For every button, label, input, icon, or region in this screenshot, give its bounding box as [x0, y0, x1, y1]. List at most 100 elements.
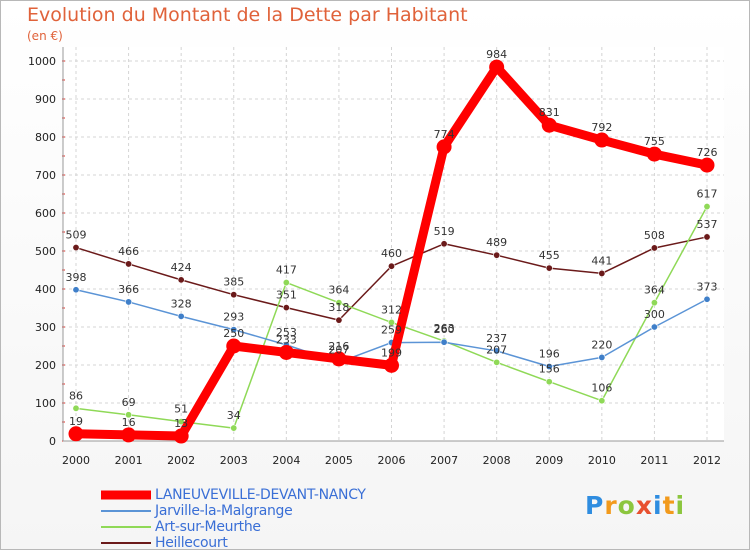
logo-letter: t — [662, 491, 676, 520]
x-tick-label: 2011 — [640, 454, 668, 467]
data-label: 51 — [174, 403, 188, 416]
legend-label: Art-sur-Meurthe — [155, 519, 261, 535]
data-label: 260 — [434, 323, 455, 336]
data-label: 207 — [486, 343, 507, 356]
data-label: 417 — [276, 264, 297, 277]
legend-swatch — [101, 526, 151, 528]
data-point — [489, 59, 505, 75]
data-point — [545, 363, 553, 371]
data-point — [282, 304, 290, 312]
x-tick-label: 2009 — [535, 454, 563, 467]
data-label: 455 — [539, 249, 560, 262]
data-point — [436, 139, 452, 155]
data-label: 351 — [276, 289, 297, 302]
data-point — [335, 299, 343, 307]
data-label: 617 — [697, 188, 718, 201]
data-point — [598, 397, 606, 405]
data-label: 460 — [381, 247, 402, 260]
data-label: 328 — [171, 297, 192, 310]
data-point — [493, 347, 501, 355]
logo-letter: i — [675, 491, 686, 520]
data-label: 984 — [486, 48, 507, 61]
data-label: 259 — [381, 324, 402, 337]
data-label: 508 — [644, 229, 665, 242]
x-tick-label: 2008 — [483, 454, 511, 467]
data-label: 792 — [591, 121, 612, 134]
y-tick-label: 900 — [35, 93, 56, 106]
data-point — [125, 260, 133, 268]
data-point — [125, 298, 133, 306]
data-label: 220 — [591, 338, 612, 351]
data-point — [384, 357, 399, 373]
data-point — [493, 358, 501, 366]
data-point — [121, 427, 137, 443]
chart-title: Evolution du Montant de la Dette par Hab… — [27, 4, 468, 26]
data-label: 398 — [66, 271, 87, 284]
y-tick-label: 800 — [35, 131, 56, 144]
data-label: 86 — [69, 389, 83, 402]
x-tick-label: 2006 — [378, 454, 406, 467]
data-point — [440, 240, 448, 248]
data-label: 373 — [697, 280, 718, 293]
data-point — [650, 323, 658, 331]
legend-item: Jarville-la-Malgrange — [101, 503, 366, 519]
legend-swatch — [101, 490, 151, 500]
data-label: 156 — [539, 363, 560, 376]
y-tick-label: 600 — [35, 207, 56, 220]
data-label: 519 — [434, 225, 455, 238]
data-point — [545, 378, 553, 386]
legend-item: Art-sur-Meurthe — [101, 519, 366, 535]
data-point — [440, 338, 448, 346]
data-label: 16 — [122, 416, 136, 429]
data-label: 441 — [591, 254, 612, 267]
y-tick-label: 200 — [35, 359, 56, 372]
data-point — [699, 157, 715, 173]
data-point — [72, 286, 80, 294]
data-point — [173, 428, 189, 444]
data-point — [703, 295, 711, 303]
x-tick-label: 2002 — [167, 454, 195, 467]
data-label: 509 — [66, 229, 87, 242]
y-tick-label: 300 — [35, 321, 56, 334]
data-label: 755 — [644, 135, 665, 148]
data-point — [68, 426, 84, 442]
data-label: 489 — [486, 236, 507, 249]
data-label: 196 — [539, 348, 560, 361]
legend-swatch — [101, 510, 151, 512]
data-label: 385 — [223, 276, 244, 289]
legend-item: Heillecourt — [101, 535, 366, 551]
y-tick-label: 100 — [35, 397, 56, 410]
legend-label: Jarville-la-Malgrange — [155, 503, 293, 519]
x-tick-label: 2003 — [220, 454, 248, 467]
data-point — [125, 411, 133, 419]
data-label: 318 — [328, 301, 349, 314]
data-label: 293 — [223, 311, 244, 324]
data-point — [387, 318, 395, 326]
y-tick-label: 500 — [35, 245, 56, 258]
data-point — [331, 351, 347, 367]
data-point — [598, 269, 606, 277]
data-label: 199 — [381, 346, 402, 359]
y-tick-label: 0 — [49, 435, 56, 448]
data-point — [230, 424, 238, 432]
data-label: 774 — [434, 128, 455, 141]
data-point — [545, 264, 553, 272]
data-point — [541, 117, 557, 133]
data-label: 300 — [644, 308, 665, 321]
legend-label: Heillecourt — [155, 535, 228, 551]
data-point — [177, 276, 185, 284]
data-label: 250 — [223, 327, 244, 340]
data-point — [72, 404, 80, 412]
data-label: 263 — [434, 322, 455, 335]
x-tick-label: 2007 — [430, 454, 458, 467]
logo-letter: r — [604, 491, 618, 520]
data-label: 207 — [328, 343, 349, 356]
data-label: 424 — [171, 261, 192, 274]
y-tick-label: 700 — [35, 169, 56, 182]
legend: LANEUVEVILLE-DEVANT-NANCY Jarville-la-Ma… — [101, 487, 366, 551]
data-point — [594, 132, 610, 148]
data-point — [493, 251, 501, 259]
legend-swatch — [101, 542, 151, 544]
